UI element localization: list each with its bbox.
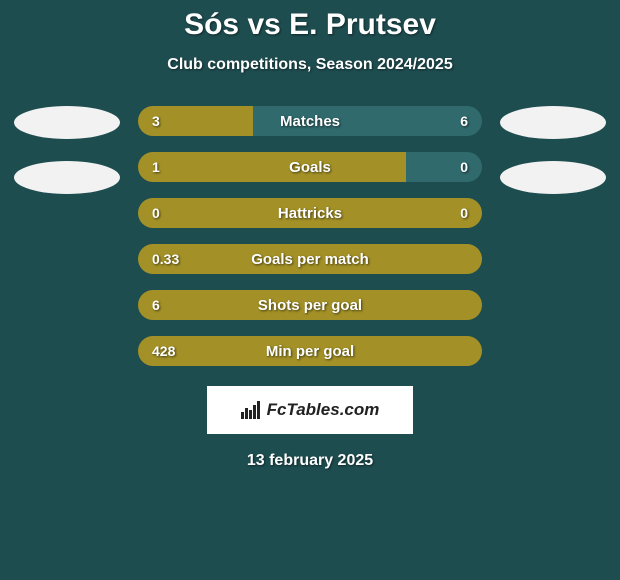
avatar-left — [14, 106, 120, 139]
stat-bar: 36Matches — [138, 106, 482, 136]
avatar-right — [500, 161, 606, 194]
stat-bar: 0.33Goals per match — [138, 244, 482, 274]
logo-box[interactable]: FcTables.com — [207, 386, 413, 434]
stat-bar: 00Hattricks — [138, 198, 482, 228]
stat-bars: 36Matches 10Goals 00Hattricks 0.33Goals per… — [138, 106, 482, 366]
stat-bar: 6Shots per goal — [138, 290, 482, 320]
subtitle: Club competitions, Season 2024/2025 — [0, 56, 620, 74]
stat-bar: 428Min per goal — [138, 336, 482, 366]
date: 13 february 2025 — [0, 452, 620, 470]
content-row: 36Matches 10Goals 00Hattricks 0.33Goals per… — [0, 106, 620, 366]
page-title: Sós vs E. Prutsev — [0, 8, 620, 42]
avatar-col-left — [14, 106, 120, 194]
logo-text: FcTables.com — [267, 400, 380, 420]
fctables-icon — [241, 401, 263, 419]
avatar-right — [500, 106, 606, 139]
avatar-col-right — [500, 106, 606, 194]
avatar-left — [14, 161, 120, 194]
stat-bar: 10Goals — [138, 152, 482, 182]
comparison-card: Sós vs E. Prutsev Club competitions, Sea… — [0, 0, 620, 470]
